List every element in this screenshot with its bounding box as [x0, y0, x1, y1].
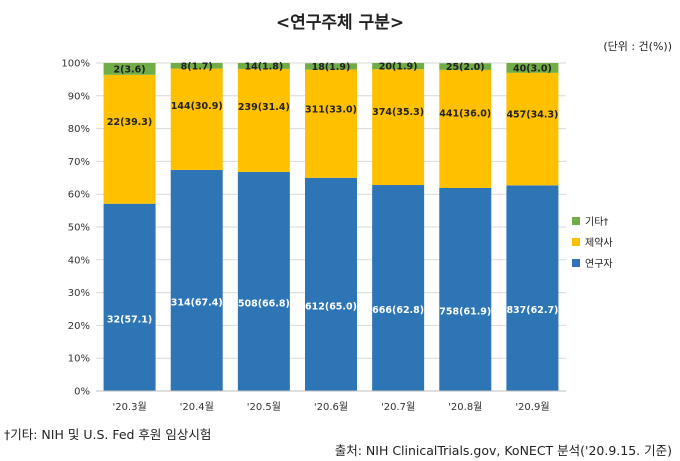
y-tick-label: 80%	[68, 124, 90, 135]
bar-segment-other	[506, 63, 559, 73]
legend-swatch-pharma	[572, 237, 580, 246]
y-tick-label: 10%	[68, 354, 90, 365]
data-label-research: 758(61.9)	[439, 306, 491, 317]
legend-item-pharma: 제약사	[572, 231, 613, 252]
x-tick-label: '20.3월	[112, 401, 146, 413]
bar-segment-pharma	[305, 69, 357, 178]
data-label-other: 18(1.9)	[312, 62, 351, 73]
data-label-pharma: 457(34.3)	[506, 109, 558, 120]
legend-label-research: 연구자	[585, 259, 613, 270]
data-label-pharma: 374(35.3)	[372, 107, 424, 118]
y-tick-label: 0%	[74, 387, 90, 398]
bar-segment-other	[103, 63, 156, 75]
data-label-research: 612(65.0)	[305, 301, 357, 312]
legend-swatch-research	[572, 258, 580, 267]
bar-segment-pharma	[372, 69, 425, 186]
data-label-other: 2(3.6)	[114, 64, 146, 75]
data-label-research: 508(66.8)	[238, 298, 290, 309]
legend-swatch-other	[572, 216, 580, 225]
bar-segment-pharma	[439, 69, 492, 188]
x-tick-label: '20.7월	[381, 401, 415, 413]
y-tick-label: 40%	[68, 255, 90, 266]
bar-segment-other	[305, 63, 357, 70]
bar-segment-pharma	[506, 72, 559, 186]
bar-segment-research	[372, 185, 425, 391]
bar-segment-research	[305, 177, 357, 391]
data-label-other: 14(1.8)	[244, 61, 283, 72]
bar-segment-other	[372, 63, 425, 70]
data-label-pharma: 144(30.9)	[171, 101, 223, 112]
data-label-pharma: 22(39.3)	[107, 117, 152, 128]
bar-segment-other	[170, 63, 223, 69]
y-tick-label: 60%	[68, 190, 90, 201]
bar-segment-pharma	[170, 68, 223, 170]
unit-label: (단위 : 건(%))	[603, 40, 672, 53]
legend-item-other: 기타†	[572, 210, 613, 231]
data-label-other: 20(1.9)	[379, 62, 418, 73]
y-tick-label: 20%	[68, 321, 90, 332]
data-label-pharma: 239(31.4)	[238, 102, 290, 113]
x-tick-label: '20.8월	[448, 401, 482, 413]
x-tick-label: '20.6월	[314, 401, 348, 413]
data-label-pharma: 311(33.0)	[305, 105, 357, 116]
data-label-other: 25(2.0)	[446, 62, 485, 73]
data-label-other: 40(3.0)	[513, 63, 552, 74]
data-label-other: 8(1.7)	[181, 61, 213, 72]
y-tick-label: 50%	[68, 223, 90, 234]
x-tick-label: '20.9월	[515, 401, 549, 413]
x-tick-label: '20.4월	[180, 401, 214, 413]
bar-segment-other	[237, 63, 290, 69]
bar-segment-research	[506, 185, 559, 391]
bar-segment-other	[439, 63, 492, 70]
y-tick-label: 70%	[68, 157, 90, 168]
chart-title: <연구주체 구분>	[275, 13, 405, 33]
data-label-research: 666(62.8)	[372, 305, 424, 316]
x-tick-label: '20.5월	[247, 401, 281, 413]
legend-item-research: 연구자	[572, 252, 613, 273]
footnote: †기타: NIH 및 U.S. Fed 후원 임상시험	[4, 427, 212, 442]
legend-label-pharma: 제약사	[585, 238, 613, 249]
data-label-research: 32(57.1)	[107, 314, 152, 325]
data-label-pharma: 441(36.0)	[439, 108, 491, 119]
data-label-research: 314(67.4)	[171, 297, 223, 308]
legend-label-other: 기타†	[585, 217, 609, 228]
bar-segment-research	[237, 171, 290, 391]
y-tick-label: 30%	[68, 288, 90, 299]
bar-segment-research	[170, 169, 223, 391]
data-label-research: 837(62.7)	[506, 305, 558, 316]
source-note: 출처: NIH ClinicalTrials.gov, KoNECT 분석('2…	[334, 443, 672, 458]
y-tick-label: 100%	[61, 59, 90, 70]
bar-segment-pharma	[237, 68, 290, 172]
bar-segment-research	[103, 203, 156, 391]
bar-segment-pharma	[103, 74, 156, 204]
bar-segment-research	[439, 187, 492, 391]
chart-legend: 기타† 제약사 연구자	[572, 210, 613, 273]
y-tick-label: 90%	[68, 91, 90, 102]
